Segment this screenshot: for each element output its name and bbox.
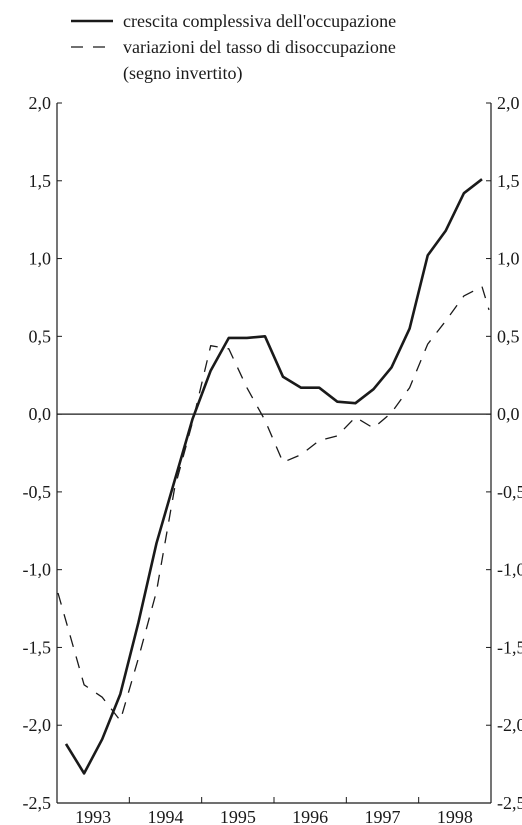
y-tick-label-left: -1,5 bbox=[23, 637, 52, 657]
x-ticks: 1993 1994 1995 1996 1997 1998 bbox=[75, 797, 473, 825]
y-ticks: -2,5 -2,5 -2,0 -2,0 -1,5 -1,5 -1,0 -1,0 -0,5 -0,5… bbox=[23, 93, 522, 813]
y-tick-label-right: 1,5 bbox=[497, 171, 520, 191]
y-tick-label-right: -1,5 bbox=[497, 637, 522, 657]
y-tick-label-left: -1,0 bbox=[23, 560, 52, 580]
y-tick-label-left: 0,0 bbox=[29, 404, 52, 424]
x-tick-label: 1996 bbox=[292, 807, 328, 825]
legend-solid-label: crescita complessiva dell'occupazione bbox=[123, 11, 396, 31]
y-tick-label-left: 0,5 bbox=[29, 326, 52, 346]
y-tick-label-left: 1,0 bbox=[29, 249, 52, 269]
y-tick-label-right: 0,0 bbox=[497, 404, 520, 424]
x-tick-label: 1998 bbox=[437, 807, 473, 825]
legend: crescita complessiva dell'occupazione va… bbox=[71, 11, 396, 84]
legend-dashed-label-line2: (segno invertito) bbox=[123, 63, 242, 84]
x-tick-label: 1994 bbox=[148, 807, 184, 825]
x-tick-label: 1995 bbox=[220, 807, 256, 825]
series-line-disoccupazione bbox=[57, 285, 490, 722]
y-tick-label-right: -2,5 bbox=[497, 793, 522, 813]
y-tick-label-right: 2,0 bbox=[497, 93, 520, 113]
y-tick-label-right: 0,5 bbox=[497, 326, 520, 346]
y-tick-label-left: -2,0 bbox=[23, 715, 52, 735]
x-tick-label: 1997 bbox=[365, 807, 401, 825]
y-tick-label-right: -1,0 bbox=[497, 560, 522, 580]
y-tick-label-right: 1,0 bbox=[497, 249, 520, 269]
y-tick-label-left: -2,5 bbox=[23, 793, 52, 813]
legend-dashed-label-line1: variazioni del tasso di disoccupazione bbox=[123, 37, 396, 57]
x-tick-label: 1993 bbox=[75, 807, 111, 825]
y-tick-label-right: -0,5 bbox=[497, 482, 522, 502]
y-tick-label-left: 1,5 bbox=[29, 171, 52, 191]
series-lines bbox=[57, 178, 490, 775]
series-line-occupazione bbox=[64, 178, 483, 775]
y-tick-label-left: 2,0 bbox=[29, 93, 52, 113]
y-tick-label-right: -2,0 bbox=[497, 715, 522, 735]
y-tick-label-left: -0,5 bbox=[23, 482, 52, 502]
plot-axes bbox=[56, 103, 492, 804]
